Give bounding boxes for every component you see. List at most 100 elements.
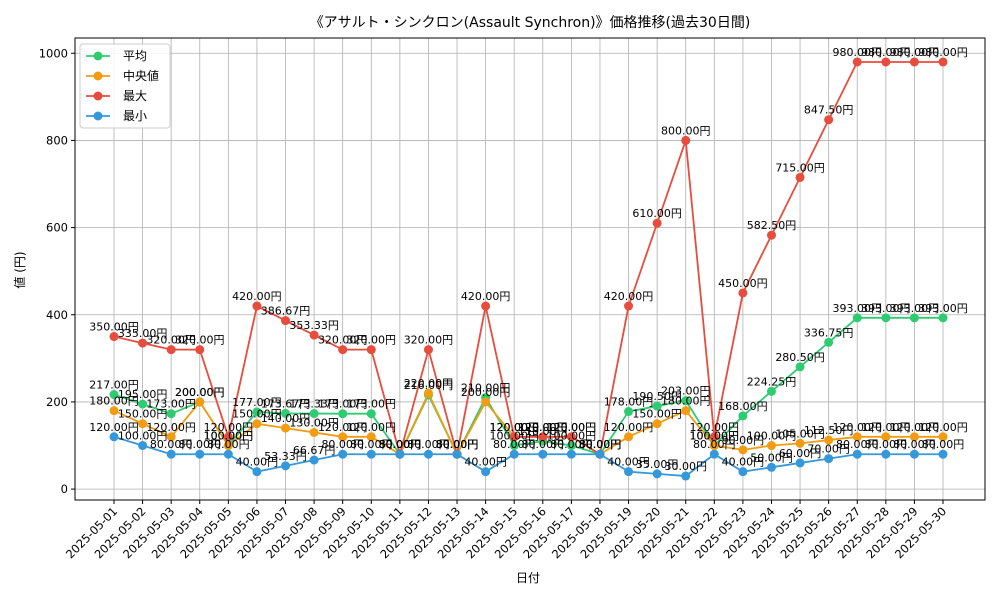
data-label: 80.00円: [150, 438, 193, 451]
data-label: 216.00円: [404, 379, 454, 392]
data-label: 200.00円: [175, 386, 225, 399]
data-point: [109, 432, 119, 442]
data-label: 80.00円: [179, 438, 222, 451]
data-label: 66.67円: [293, 444, 336, 457]
data-label: 80.00円: [836, 438, 879, 451]
data-point: [538, 432, 548, 442]
series-line: [113, 435, 943, 477]
data-point: [824, 454, 834, 464]
data-point: [423, 345, 433, 355]
data-label: 80.00円: [579, 438, 622, 451]
legend-label: 中央値: [123, 68, 159, 83]
data-point: [681, 471, 691, 481]
data-label: 40.00円: [722, 456, 765, 469]
data-point: [109, 390, 119, 400]
series-line: [113, 61, 943, 458]
series-3: [109, 432, 948, 481]
data-label: 80.00円: [436, 438, 479, 451]
data-label: 80.00円: [207, 438, 250, 451]
data-point: [309, 427, 319, 437]
data-label: 120.00円: [489, 421, 539, 434]
data-label: 60.00円: [779, 447, 822, 460]
legend-marker: [93, 91, 103, 101]
data-label: 280.50円: [775, 351, 825, 364]
data-point: [366, 345, 376, 355]
data-label: 217.00円: [89, 379, 139, 392]
data-label: 386.67円: [261, 305, 311, 318]
data-label: 320.00円: [404, 334, 454, 347]
data-point: [738, 411, 748, 421]
data-point: [509, 441, 519, 451]
data-label: 150.00円: [232, 408, 282, 421]
data-point: [252, 301, 262, 311]
y-tick-label: 800: [46, 133, 68, 147]
data-point: [909, 313, 919, 323]
data-label: 120.00円: [547, 421, 597, 434]
data-label: 105.00円: [775, 427, 825, 440]
data-point: [881, 449, 891, 459]
data-point: [709, 449, 719, 459]
data-label: 80.00円: [893, 438, 936, 451]
data-point: [309, 409, 319, 419]
data-point: [338, 345, 348, 355]
data-label: 80.00円: [321, 438, 364, 451]
data-label: 420.00円: [232, 290, 282, 303]
data-label: 80.00円: [922, 438, 965, 451]
data-point: [938, 432, 948, 442]
data-label: 120.00円: [832, 421, 882, 434]
data-label: 173.00円: [347, 398, 397, 411]
data-label: 610.00円: [632, 207, 682, 220]
data-point: [223, 449, 233, 459]
data-point: [566, 432, 576, 442]
data-label: 177.00円: [232, 396, 282, 409]
data-label: 173.00円: [318, 398, 368, 411]
data-label: 80.00円: [693, 438, 736, 451]
data-label: 120.00円: [861, 421, 911, 434]
data-point: [223, 441, 233, 451]
data-label: 173.00円: [146, 398, 196, 411]
data-label: 420.00円: [461, 290, 511, 303]
data-point: [366, 432, 376, 442]
data-point: [538, 449, 548, 459]
legend-label: 最大: [123, 89, 147, 103]
data-label: 112.50円: [804, 424, 854, 437]
data-point: [852, 432, 862, 442]
data-point: [881, 432, 891, 442]
data-point: [281, 316, 291, 326]
data-point: [166, 409, 176, 419]
data-label: 800.00円: [661, 124, 711, 137]
data-label: 100.00円: [690, 430, 740, 443]
data-point: [138, 441, 148, 451]
data-point: [738, 288, 748, 298]
data-label: 70.00円: [807, 443, 850, 456]
data-point: [366, 409, 376, 419]
data-label: 715.00円: [775, 161, 825, 174]
data-point: [795, 362, 805, 372]
data-label: 980.00円: [918, 46, 968, 59]
data-point: [281, 423, 291, 433]
data-label: 30.00円: [664, 460, 707, 473]
data-point: [166, 449, 176, 459]
data-point: [795, 438, 805, 448]
y-tick-label: 400: [46, 308, 68, 322]
data-label: 90.00円: [722, 434, 765, 447]
data-point: [624, 301, 634, 311]
data-label: 393.00円: [918, 302, 968, 315]
legend-marker: [93, 71, 103, 81]
data-label: 320.00円: [175, 334, 225, 347]
grid: [75, 38, 985, 500]
data-point: [624, 432, 634, 442]
x-axis-label: 日付: [516, 571, 540, 585]
data-label: 393.00円: [890, 302, 940, 315]
plot-frame: [74, 37, 986, 501]
data-point: [652, 419, 662, 429]
data-label: 195.00円: [118, 388, 168, 401]
data-label: 120.00円: [489, 421, 539, 434]
data-label: 353.33円: [289, 319, 339, 332]
data-label: 100.00円: [204, 430, 254, 443]
data-point: [309, 455, 319, 465]
data-point: [166, 432, 176, 442]
legend-marker: [93, 111, 103, 121]
data-point: [738, 467, 748, 477]
